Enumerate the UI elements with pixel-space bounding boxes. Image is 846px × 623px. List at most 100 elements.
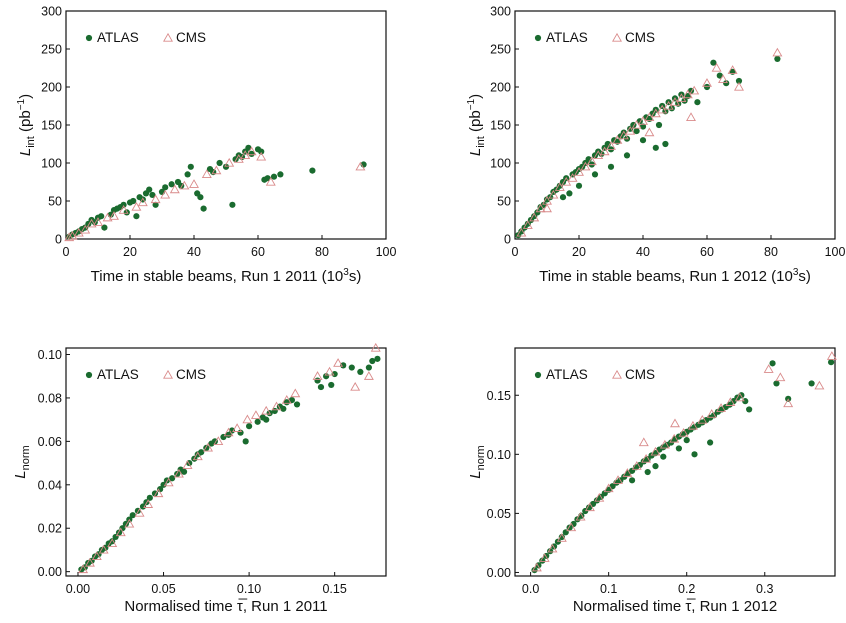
cms-point: [580, 161, 591, 171]
atlas-point: [357, 368, 364, 375]
cms-point: [250, 410, 261, 419]
chart-panel-3: 0.00 0.05 0.10 0.15 0.00 0.02 0.04 0.06 0.08 0.10…: [12, 342, 387, 615]
atlas-point: [254, 418, 261, 425]
atlas-point: [216, 159, 223, 167]
cms-point: [102, 212, 113, 222]
y-tick-label: 250: [41, 43, 62, 57]
cms-point: [574, 167, 584, 176]
series-atlas: [515, 55, 781, 239]
y-tick-label: 100: [490, 157, 511, 171]
atlas-point: [539, 557, 546, 564]
atlas-point: [639, 123, 647, 130]
atlas-point: [162, 184, 169, 191]
cms-point: [98, 544, 109, 554]
legend-atlas-marker: [534, 371, 542, 379]
cms-point: [91, 551, 102, 561]
atlas-point: [735, 77, 743, 85]
plot-frame: [514, 10, 836, 240]
y-tick-label: 100: [41, 157, 62, 171]
atlas-point: [710, 59, 717, 66]
series-atlas: [66, 144, 367, 240]
cms-point: [716, 403, 727, 412]
y-tick-label: 0.15: [487, 389, 511, 403]
series-cms: [531, 351, 837, 572]
atlas-point: [198, 449, 205, 456]
x-tick-label: 0.10: [237, 582, 261, 596]
x-tick-label: 80: [315, 245, 329, 259]
x-tick-label: 40: [636, 245, 650, 259]
legend-cms-label: CMS: [176, 367, 206, 382]
x-tick-label: 0: [63, 245, 70, 259]
cms-point: [232, 423, 243, 432]
series-cms: [64, 146, 366, 242]
atlas-point: [225, 431, 232, 438]
cms-point: [189, 179, 199, 188]
chart-panel-2: 0 20 40 60 80 100 0 50 100 150 200 250 300 Time in st…: [466, 5, 845, 286]
y-tick-label: 0.02: [38, 522, 62, 536]
atlas-point: [283, 399, 290, 406]
atlas-point: [655, 121, 663, 129]
cms-point: [109, 211, 119, 220]
plot-frame: [65, 10, 387, 240]
x-axis-label: Normalised time τ̅, Run 1 2012: [573, 598, 777, 615]
cms-point: [603, 483, 614, 493]
atlas-point: [139, 503, 147, 510]
cms-point: [618, 130, 629, 140]
legend-cms-marker: [163, 369, 173, 379]
legend-atlas-label: ATLAS: [97, 30, 139, 45]
y-tick-label: 0.06: [38, 435, 62, 449]
atlas-point: [531, 566, 538, 574]
cms-point: [669, 433, 680, 443]
atlas-point: [652, 463, 659, 470]
cms-point: [182, 460, 193, 469]
x-tick-label: 40: [187, 245, 201, 259]
cms-point: [548, 189, 559, 199]
atlas-point: [270, 173, 278, 180]
cms-point: [242, 414, 253, 424]
cms-point: [772, 47, 783, 57]
legend: ATLAS CMS: [534, 30, 655, 45]
atlas-point: [242, 438, 249, 445]
legend-cms-label: CMS: [176, 30, 206, 45]
atlas-point: [120, 201, 127, 208]
cms-point: [670, 418, 680, 428]
cms-point: [80, 224, 91, 234]
atlas-point: [683, 437, 690, 444]
atlas-point: [623, 152, 631, 159]
atlas-point: [348, 364, 355, 371]
y-tick-label: 150: [490, 119, 511, 133]
atlas-point: [369, 357, 376, 365]
legend-atlas-label: ATLAS: [546, 30, 588, 45]
atlas-point: [547, 548, 554, 555]
atlas-point: [263, 416, 270, 423]
cms-point: [826, 351, 837, 360]
x-tick-label: 0.00: [66, 582, 90, 596]
cms-point: [118, 205, 129, 214]
cms-point: [706, 409, 717, 418]
legend-atlas-marker: [85, 34, 93, 42]
cms-point: [678, 427, 689, 437]
atlas-point: [197, 194, 204, 201]
cms-point: [522, 220, 533, 229]
atlas-point: [309, 167, 316, 174]
x-axis-label: Time in stable beams, Run 1 2011 (103s): [91, 267, 362, 285]
x-tick-label: 60: [251, 245, 265, 259]
cms-point: [223, 427, 234, 437]
atlas-point: [340, 362, 347, 369]
cms-point: [124, 518, 135, 528]
cms-point: [355, 161, 366, 171]
cms-point: [131, 201, 142, 211]
y-tick-label: 0.05: [487, 507, 511, 521]
legend-cms-marker: [163, 32, 173, 42]
atlas-point: [187, 163, 194, 170]
y-tick-label: 0: [504, 233, 511, 247]
cms-point: [179, 180, 190, 190]
atlas-point: [769, 360, 776, 367]
atlas-point: [534, 209, 541, 216]
x-tick-label: 0.3: [756, 582, 773, 596]
atlas-point: [746, 406, 753, 413]
cms-point: [594, 492, 605, 502]
cms-point: [246, 146, 257, 156]
atlas-point: [168, 475, 176, 482]
y-tick-label: 0.08: [38, 391, 62, 405]
